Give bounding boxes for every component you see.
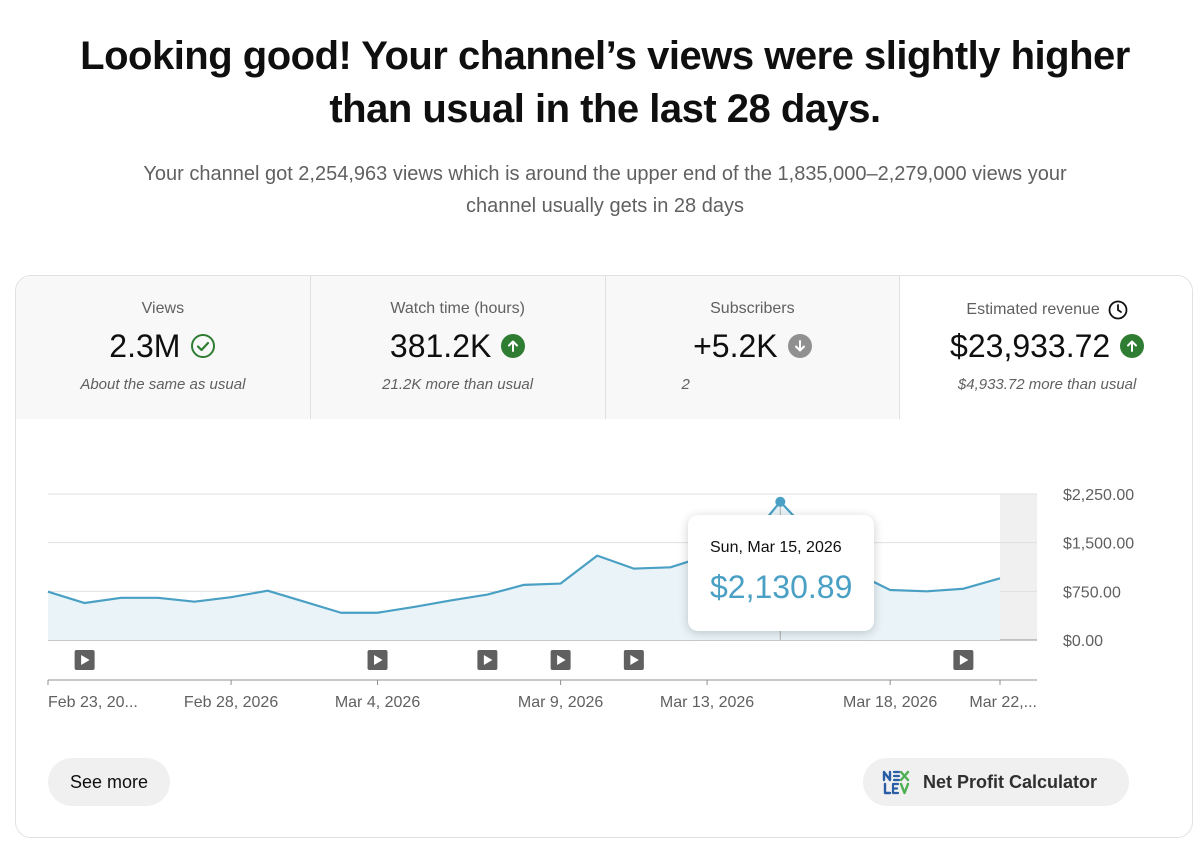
metric-note: 2 [681,376,690,393]
page-headline: Looking good! Your channel’s views were … [80,34,1130,131]
metric-value: $23,933.72 [950,328,1111,364]
play-icon [374,655,383,665]
y-tick-label: $1,500.00 [1063,536,1134,553]
x-tick-label: Feb 23, 20... [48,694,138,709]
metrics-row: Views 2.3M About the same as usual Watch… [16,276,1192,419]
tooltip-date: Sun, Mar 15, 2026 [710,539,842,556]
arrow-up-icon [501,334,526,358]
y-tick-label: $0.00 [1063,633,1103,650]
metric-note: About the same as usual [80,376,246,393]
clock-icon [1108,300,1128,320]
analytics-card: Views 2.3M About the same as usual Watch… [15,275,1193,838]
page-subline: Your channel got 2,254,963 views which i… [143,163,1067,217]
x-tick-label: Mar 22,... [969,694,1037,709]
arrow-up-icon [1120,334,1145,358]
y-tick-label: $750.00 [1063,584,1121,601]
metric-label: Views [141,300,185,317]
net-profit-calculator-button[interactable]: Net Profit Calculator [863,758,1129,806]
revenue-chart[interactable]: $2,250.00 $1,500.00 $750.00 $0.00 Feb 23, 20… [16,419,1193,709]
x-tick-label: Mar 9, 2026 [518,694,603,709]
play-icon [630,655,639,665]
see-more-button[interactable]: See more [48,758,170,806]
x-tick-label: Mar 13, 2026 [660,694,754,709]
metric-label: Estimated revenue [966,301,1100,318]
chart-tooltip: Sun, Mar 15, 2026 $2,130.89 [688,515,874,631]
metric-label: Watch time (hours) [390,300,525,317]
play-icon [81,655,90,665]
x-tick-label: Feb 28, 2026 [184,694,278,709]
x-tick-label: Mar 18, 2026 [843,694,937,709]
metric-estimated-revenue[interactable]: Estimated revenue $23,933.72 $4,933.72 m… [900,276,1192,419]
metric-subscribers[interactable]: Subscribers +5.2K 2 [605,276,901,419]
arrow-down-icon [787,334,812,358]
tooltip-value: $2,130.89 [710,569,853,605]
play-icon [483,655,493,665]
metric-views[interactable]: Views 2.3M About the same as usual [16,276,311,419]
x-tick-label: Mar 4, 2026 [335,694,420,709]
play-icon [557,655,566,665]
revenue-chart-svg[interactable]: $2,250.00 $1,500.00 $750.00 $0.00 Feb 23, 20… [16,419,1193,709]
metric-value: 381.2K [389,328,492,364]
metric-note: 21.2K more than usual [382,376,534,393]
play-icon [959,655,969,665]
net-profit-calculator-label: Net Profit Calculator [923,771,1098,792]
metric-value: +5.2K [693,328,778,364]
metric-label: Subscribers [710,300,795,317]
metric-note: $4,933.72 more than usual [957,376,1137,393]
metric-value: 2.3M [109,328,181,364]
check-circle-icon [191,334,216,358]
y-tick-label: $2,250.00 [1063,487,1134,504]
highlight-point[interactable] [775,496,786,507]
future-shade [1000,494,1037,640]
nexlev-logo-icon [882,770,910,795]
metric-watch-time[interactable]: Watch time (hours) 381.2K 21.2K more tha… [310,276,606,419]
